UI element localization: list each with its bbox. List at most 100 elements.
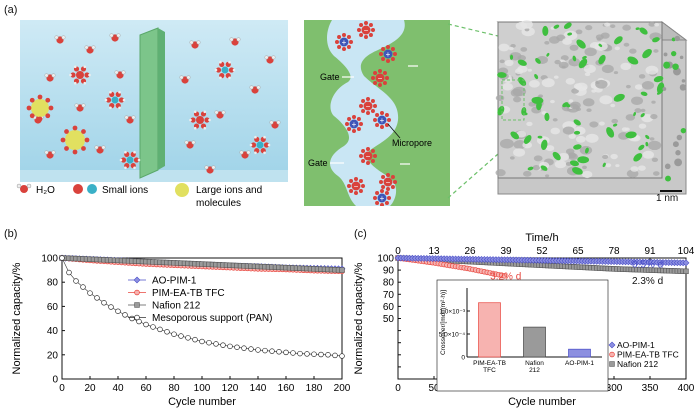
annotation-ao: 0.5% d bbox=[632, 259, 663, 270]
chart-b: 0 20 40 60 80 100 120 140 160 180 200 0 20 40 60 80 100 C… bbox=[11, 254, 351, 409]
y-tick-label: 20 bbox=[47, 350, 59, 361]
data-point bbox=[115, 308, 121, 314]
svg-text:−: − bbox=[364, 26, 369, 35]
x-tick-label: 20 bbox=[84, 383, 96, 394]
y-tick-label: 0 bbox=[52, 375, 58, 386]
y-tick-label: 80 bbox=[47, 278, 59, 289]
svg-text:+: + bbox=[380, 194, 385, 203]
gate-label-2: Gate bbox=[308, 158, 328, 168]
x-tick-label: 200 bbox=[334, 383, 351, 394]
x-tick-label: 100 bbox=[194, 383, 211, 394]
gate-label-1: Gate bbox=[320, 72, 340, 82]
water-molecule bbox=[124, 115, 136, 124]
chart-c: 0501001502002503003504000132639526578911… bbox=[353, 232, 695, 408]
inset-bar bbox=[568, 348, 591, 358]
polymer-simulation-cube bbox=[495, 20, 688, 195]
data-point bbox=[171, 331, 177, 337]
data-point bbox=[269, 348, 275, 354]
data-point bbox=[199, 338, 205, 345]
data-point bbox=[234, 344, 240, 350]
inset-category-label: AO-PIM-1 bbox=[565, 360, 594, 367]
anion-icon: − bbox=[347, 177, 365, 195]
data-point bbox=[332, 352, 338, 359]
data-point bbox=[59, 255, 65, 261]
data-point bbox=[157, 326, 163, 333]
anion-icon: − bbox=[379, 173, 397, 191]
data-point bbox=[143, 321, 149, 328]
data-point bbox=[318, 351, 324, 358]
hydrated-ion bbox=[119, 150, 141, 170]
legend-entry: Nafion 212 bbox=[152, 301, 201, 312]
cation-icon: + bbox=[373, 189, 391, 206]
water-molecule bbox=[179, 75, 191, 84]
x2-tick-label: 52 bbox=[536, 246, 548, 257]
inset-category-label: Nafion bbox=[525, 360, 544, 367]
data-point bbox=[94, 295, 100, 301]
water-molecule bbox=[44, 73, 56, 82]
water-molecule bbox=[94, 145, 106, 154]
x2-axis-label: Time/h bbox=[525, 232, 558, 244]
water-molecule bbox=[239, 150, 251, 159]
svg-text:−: − bbox=[354, 182, 359, 191]
legend-small-ions: Small ions bbox=[102, 185, 148, 196]
annotation-nafion: 2.3% d bbox=[632, 276, 663, 287]
data-point bbox=[227, 343, 233, 350]
x-tick-label: 400 bbox=[678, 383, 695, 394]
x-tick-label: 140 bbox=[250, 383, 267, 394]
micropore-label: Micropore bbox=[392, 138, 432, 148]
water-molecule bbox=[74, 103, 86, 112]
legend-entry: PIM-EA-TB TFC bbox=[152, 288, 225, 299]
large-molecule bbox=[60, 125, 90, 155]
x-tick-label: 180 bbox=[306, 383, 323, 394]
y-tick-label: 60 bbox=[47, 302, 59, 313]
water-molecule bbox=[44, 150, 56, 159]
cation-icon: + bbox=[373, 111, 391, 129]
legend-entry: Mesoporous support (PAN) bbox=[152, 313, 272, 324]
series bbox=[59, 255, 345, 273]
data-point bbox=[206, 339, 212, 346]
water-molecule bbox=[264, 55, 276, 64]
legend-large-ions-2: molecules bbox=[196, 198, 241, 209]
inset-category-label: TFC bbox=[483, 367, 496, 374]
svg-text:−: − bbox=[366, 102, 371, 111]
x-tick-label: 160 bbox=[278, 383, 295, 394]
x-tick-label: 120 bbox=[222, 383, 239, 394]
zoom-lines bbox=[447, 23, 499, 199]
y-tick-label: 90 bbox=[383, 266, 395, 277]
hydrated-ion bbox=[69, 65, 91, 85]
x2-tick-label: 104 bbox=[678, 246, 695, 257]
small-ions-icon bbox=[73, 184, 97, 194]
data-point bbox=[683, 268, 689, 275]
data-point bbox=[66, 269, 72, 276]
sieving-illustration bbox=[20, 20, 288, 182]
x-tick-label: 80 bbox=[168, 383, 180, 394]
water-molecule bbox=[54, 35, 66, 44]
inset-y-tick-label: 5.0×10⁻⁴ bbox=[439, 332, 465, 339]
y-axis-label: Normalized capacity/% bbox=[353, 262, 365, 374]
x-tick-label: 300 bbox=[606, 383, 623, 394]
inset-y-label: Crossover/[mol/(m²·h)] bbox=[440, 290, 447, 355]
data-point bbox=[80, 284, 86, 290]
water-molecule bbox=[214, 110, 226, 119]
data-point bbox=[262, 347, 268, 354]
svg-text:−: − bbox=[386, 178, 391, 187]
hydrated-ion bbox=[189, 110, 211, 130]
anion-icon: − bbox=[359, 97, 377, 115]
y-tick-label: 60 bbox=[383, 302, 395, 313]
scale-bar bbox=[660, 190, 682, 192]
x2-tick-label: 13 bbox=[428, 246, 440, 257]
y-tick-label: 50 bbox=[383, 314, 395, 325]
data-point bbox=[290, 350, 296, 356]
water-molecule bbox=[249, 85, 261, 94]
anion-icon: − bbox=[371, 69, 389, 87]
data-point bbox=[134, 314, 140, 321]
panel-label-a: (a) bbox=[4, 4, 18, 16]
data-point bbox=[164, 329, 170, 335]
data-point bbox=[73, 278, 79, 284]
svg-text:+: + bbox=[380, 116, 385, 125]
inset-y-tick-label: 0 bbox=[461, 355, 465, 362]
y-tick-label: 100 bbox=[377, 254, 394, 265]
